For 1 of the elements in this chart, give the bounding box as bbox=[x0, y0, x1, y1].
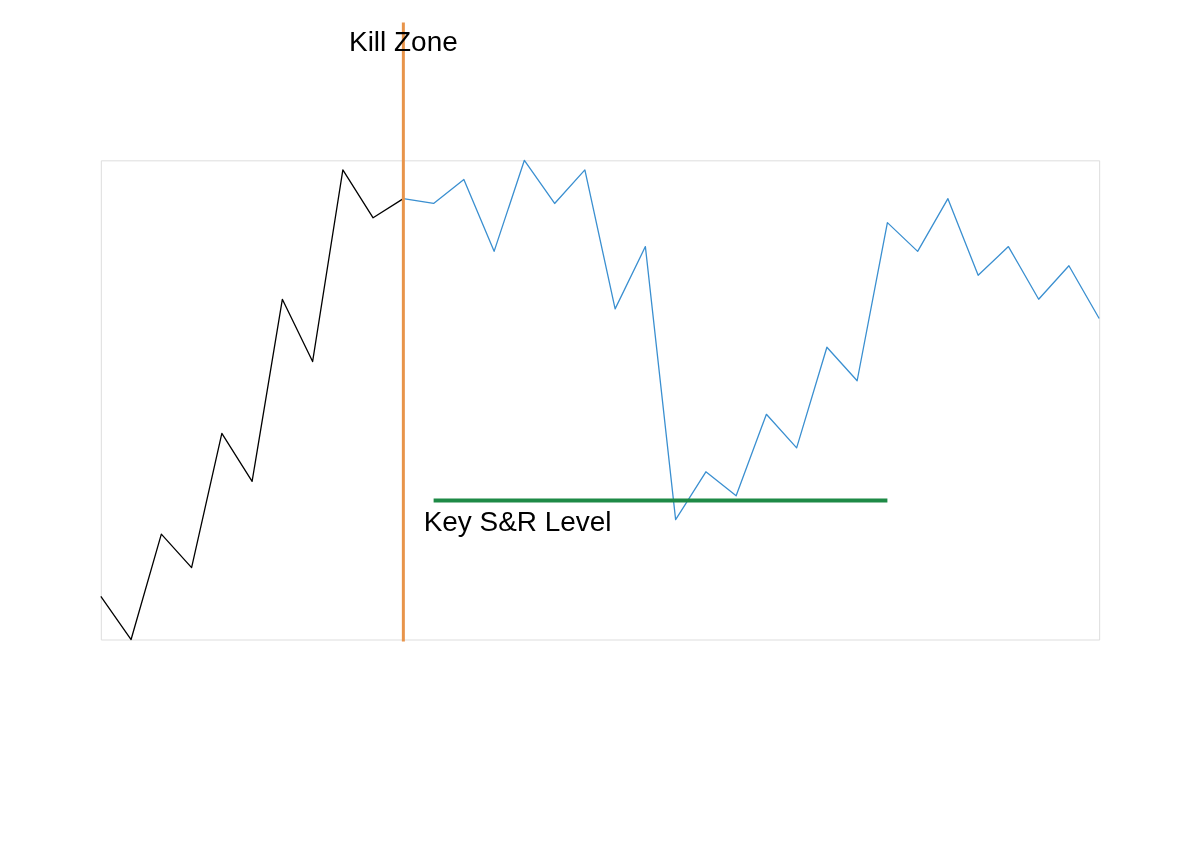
annotation: Key S&R Level bbox=[423, 505, 612, 537]
